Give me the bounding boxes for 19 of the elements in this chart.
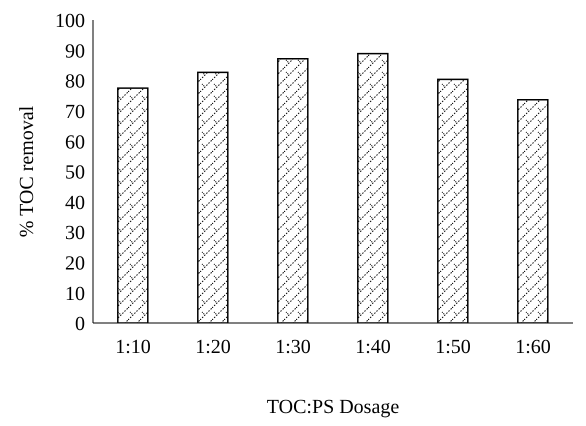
x-tick-label: 1:10 xyxy=(115,336,151,358)
y-tick-label: 10 xyxy=(65,282,85,305)
x-axis-title: TOC:PS Dosage xyxy=(266,396,400,418)
y-axis-title: % TOC removal xyxy=(16,105,38,238)
x-tick-label: 1:20 xyxy=(195,336,231,358)
y-tick-label: 70 xyxy=(65,101,85,123)
y-tick-label: 0 xyxy=(75,313,85,336)
y-tick-label: 60 xyxy=(65,131,85,154)
y-tick-label: 80 xyxy=(65,70,85,93)
x-tick-label: 1:40 xyxy=(355,336,391,358)
y-tick-label: 50 xyxy=(65,162,85,184)
y-tick-label: 100 xyxy=(55,10,85,32)
y-tick-label: 40 xyxy=(65,192,85,214)
y-tick-label: 90 xyxy=(65,40,85,62)
y-tick-label: 20 xyxy=(65,252,85,274)
x-tick-label: 1:30 xyxy=(275,336,311,358)
y-tick-label: 30 xyxy=(65,222,85,244)
x-tick-label: 1:50 xyxy=(435,336,471,358)
x-tick-label: 1:60 xyxy=(515,336,551,358)
